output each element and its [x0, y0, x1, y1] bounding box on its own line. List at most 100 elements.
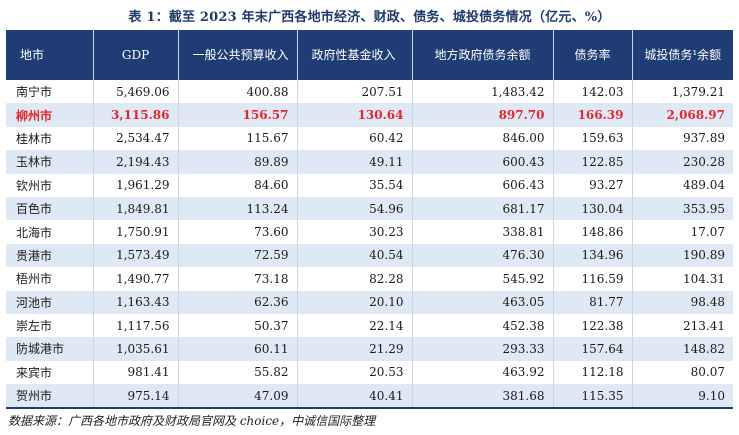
cell-budget-revenue: 115.67	[178, 126, 298, 151]
cell-gdp: 1,035.61	[93, 337, 179, 361]
cell-budget-revenue: 73.18	[178, 267, 298, 291]
cell-lgfv-debt: 104.31	[632, 267, 733, 291]
cell-budget-revenue: 73.60	[178, 220, 298, 244]
cell-debt-ratio: 122.85	[553, 150, 633, 174]
cell-fund-revenue: 60.42	[297, 126, 413, 151]
cell-gdp: 5,469.06	[93, 80, 179, 104]
table-row: 河池市 1,163.43 62.36 20.10 463.05 81.77 98.48	[6, 290, 733, 314]
cell-fund-revenue: 30.23	[297, 220, 413, 244]
cell-gov-debt: 1,483.42	[412, 80, 554, 104]
cell-fund-revenue: 49.11	[297, 150, 413, 174]
cell-budget-revenue: 72.59	[178, 243, 298, 268]
cell-debt-ratio: 116.59	[553, 267, 633, 291]
cell-fund-revenue: 207.51	[297, 80, 413, 104]
cell-gov-debt: 463.92	[412, 360, 554, 385]
cell-gov-debt: 897.70	[412, 103, 554, 127]
header-city: 地市	[6, 30, 94, 80]
header-fund-revenue: 政府性基金收入	[297, 30, 413, 80]
cell-budget-revenue: 84.60	[178, 173, 298, 197]
cell-budget-revenue: 47.09	[178, 384, 298, 410]
cell-city: 崇左市	[6, 313, 94, 338]
cell-debt-ratio: 159.63	[553, 126, 633, 151]
cell-gov-debt: 606.43	[412, 173, 554, 197]
cell-fund-revenue: 21.29	[297, 337, 413, 361]
cell-budget-revenue: 89.89	[178, 150, 298, 174]
cell-fund-revenue: 20.53	[297, 360, 413, 385]
cell-gdp: 2,534.47	[93, 126, 179, 151]
cell-gdp: 1,573.49	[93, 243, 179, 268]
header-row: 地市 GDP 一般公共预算收入 政府性基金收入 地方政府债务余额 债务率 城投债…	[6, 30, 733, 80]
table-row: 北海市 1,750.91 73.60 30.23 338.81 148.86 17.07	[6, 220, 733, 244]
cell-city: 北海市	[6, 220, 94, 244]
table-row: 来宾市 981.41 55.82 20.53 463.92 112.18 80.07	[6, 360, 733, 385]
header-gdp: GDP	[93, 30, 179, 80]
cell-gov-debt: 476.30	[412, 243, 554, 268]
cell-fund-revenue: 22.14	[297, 313, 413, 338]
header-gov-debt: 地方政府债务余额	[412, 30, 554, 80]
table-row: 南宁市 5,469.06 400.88 207.51 1,483.42 142.03 1,3…	[6, 80, 733, 104]
cell-lgfv-debt: 80.07	[632, 360, 733, 385]
cell-gdp: 1,163.43	[93, 290, 179, 314]
cell-gov-debt: 463.05	[412, 290, 554, 314]
table-row: 桂林市 2,534.47 115.67 60.42 846.00 159.63 937.89	[6, 126, 733, 151]
cell-debt-ratio: 112.18	[553, 360, 633, 385]
cell-lgfv-debt: 1,379.21	[632, 80, 733, 104]
cell-budget-revenue: 62.36	[178, 290, 298, 314]
table-body: 南宁市 5,469.06 400.88 207.51 1,483.42 142.03 1,3…	[6, 80, 733, 410]
cell-budget-revenue: 113.24	[178, 196, 298, 221]
cell-gdp: 1,961.29	[93, 173, 179, 197]
table-row: 崇左市 1,117.56 50.37 22.14 452.38 122.38 213.41	[6, 313, 733, 338]
cell-lgfv-debt: 213.41	[632, 313, 733, 338]
cell-gdp: 1,750.91	[93, 220, 179, 244]
cell-debt-ratio: 166.39	[553, 103, 633, 127]
cell-city: 梧州市	[6, 267, 94, 291]
cell-city: 河池市	[6, 290, 94, 314]
cell-gov-debt: 452.38	[412, 313, 554, 338]
cell-fund-revenue: 54.96	[297, 196, 413, 221]
cell-debt-ratio: 142.03	[553, 80, 633, 104]
cell-lgfv-debt: 353.95	[632, 196, 733, 221]
source-note: 数据来源：广西各地市政府及财政局官网及 choice，中诚信国际整理	[8, 414, 376, 428]
cell-debt-ratio: 115.35	[553, 384, 633, 410]
debt-table: 地市 GDP 一般公共预算收入 政府性基金收入 地方政府债务余额 债务率 城投债…	[6, 30, 733, 410]
header-lgfv-debt: 城投债务¹余额	[632, 30, 733, 80]
cell-fund-revenue: 130.64	[297, 103, 413, 127]
table-row: 柳州市 3,115.86 156.57 130.64 897.70 166.39 2,068…	[6, 103, 733, 127]
cell-gov-debt: 846.00	[412, 126, 554, 151]
cell-city: 玉林市	[6, 150, 94, 174]
cell-gdp: 2,194.43	[93, 150, 179, 174]
cell-city: 钦州市	[6, 173, 94, 197]
table-row: 钦州市 1,961.29 84.60 35.54 606.43 93.27 489.04	[6, 173, 733, 197]
cell-debt-ratio: 93.27	[553, 173, 633, 197]
cell-debt-ratio: 157.64	[553, 337, 633, 361]
cell-debt-ratio: 130.04	[553, 196, 633, 221]
cell-gdp: 1,849.81	[93, 196, 179, 221]
cell-fund-revenue: 40.54	[297, 243, 413, 268]
header-debt-ratio: 债务率	[553, 30, 633, 80]
table-header: 地市 GDP 一般公共预算收入 政府性基金收入 地方政府债务余额 债务率 城投债…	[6, 30, 733, 80]
cell-city: 来宾市	[6, 360, 94, 385]
cell-gov-debt: 293.33	[412, 337, 554, 361]
cell-gdp: 981.41	[93, 360, 179, 385]
cell-budget-revenue: 400.88	[178, 80, 298, 104]
cell-fund-revenue: 82.28	[297, 267, 413, 291]
cell-fund-revenue: 20.10	[297, 290, 413, 314]
cell-lgfv-debt: 190.89	[632, 243, 733, 268]
table-row: 贵港市 1,573.49 72.59 40.54 476.30 134.96 190.89	[6, 243, 733, 268]
cell-gov-debt: 600.43	[412, 150, 554, 174]
cell-city: 百色市	[6, 196, 94, 221]
cell-debt-ratio: 134.96	[553, 243, 633, 268]
cell-gov-debt: 681.17	[412, 196, 554, 221]
cell-budget-revenue: 55.82	[178, 360, 298, 385]
table-row: 贺州市 975.14 47.09 40.41 381.68 115.35 9.10	[6, 384, 733, 410]
cell-city: 南宁市	[6, 80, 94, 104]
table-row: 玉林市 2,194.43 89.89 49.11 600.43 122.85 230.28	[6, 150, 733, 174]
cell-gov-debt: 338.81	[412, 220, 554, 244]
cell-lgfv-debt: 98.48	[632, 290, 733, 314]
cell-budget-revenue: 156.57	[178, 103, 298, 127]
cell-lgfv-debt: 230.28	[632, 150, 733, 174]
cell-gov-debt: 381.68	[412, 384, 554, 410]
cell-lgfv-debt: 17.07	[632, 220, 733, 244]
cell-lgfv-debt: 9.10	[632, 384, 733, 410]
cell-budget-revenue: 60.11	[178, 337, 298, 361]
